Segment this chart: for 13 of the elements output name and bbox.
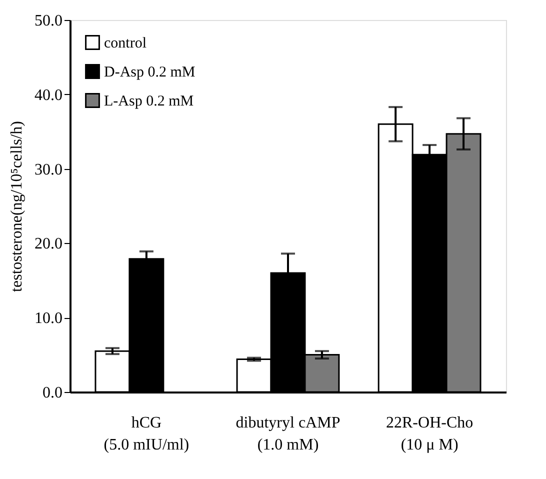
legend-label: control (104, 36, 146, 52)
legend-label: D-Asp 0.2 mM (104, 64, 196, 80)
x-tick-label: 22R-OH-Cho (10 μ M) (386, 414, 474, 454)
y-tick-label: 50.0 (34, 12, 62, 30)
legend-label: L-Asp 0.2 mM (104, 94, 194, 110)
x-tick-label: hCG (5.0 mIU/ml) (104, 414, 190, 454)
y-tick-label: 30.0 (34, 161, 62, 178)
y-tick-label: 10.0 (34, 310, 62, 328)
y-tick-label: 40.0 (34, 86, 62, 104)
y-axis-title: testosterone(ng/10⁵cells/h) (8, 121, 26, 292)
x-tick-label: dibutyryl cAMP (1.0 mM) (236, 414, 340, 454)
y-tick-label: 0.0 (42, 384, 62, 402)
y-tick-label: 20.0 (34, 236, 62, 253)
